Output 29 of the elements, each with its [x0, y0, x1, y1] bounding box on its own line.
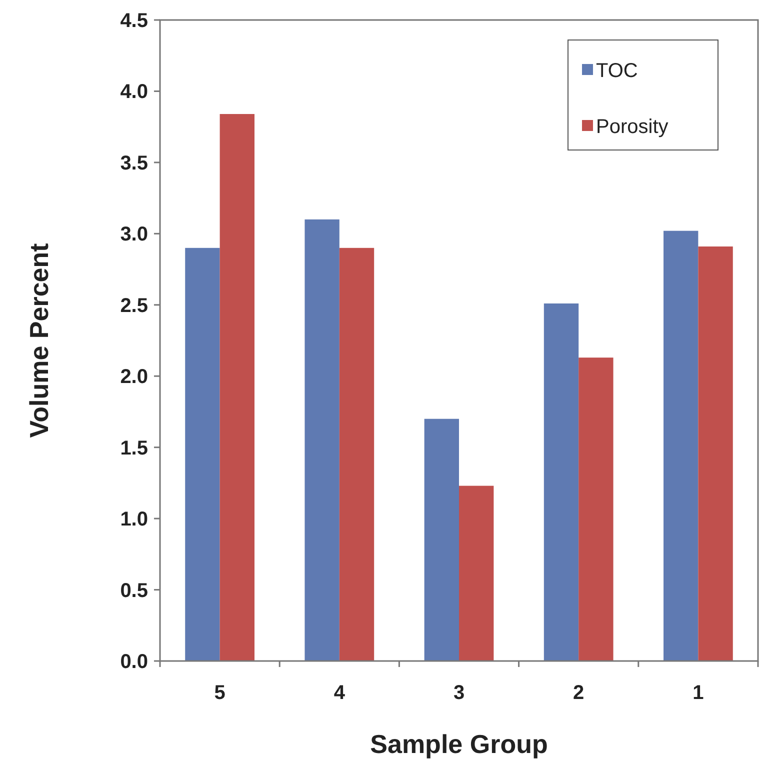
bar	[304, 219, 340, 661]
x-tick-label: 5	[214, 682, 226, 704]
y-tick-label: 0.5	[120, 580, 148, 602]
y-tick-label: 0.0	[120, 651, 148, 673]
bar	[220, 114, 254, 661]
x-tick-label: 4	[334, 682, 346, 704]
bar	[459, 486, 494, 661]
bar	[578, 358, 614, 661]
bar	[424, 418, 459, 661]
bar	[185, 248, 220, 661]
x-tick-label: 1	[692, 682, 704, 704]
bar	[664, 230, 698, 661]
x-axis-title: Sample Group	[370, 729, 548, 759]
y-tick-label: 4.5	[120, 10, 148, 32]
legend-label: TOC	[596, 60, 638, 82]
bar	[339, 248, 374, 661]
y-tick-label: 1.0	[120, 508, 148, 531]
bar	[698, 246, 733, 661]
y-tick-label: 2.0	[120, 366, 148, 388]
legend-label: Porosity	[596, 116, 668, 138]
y-tick-label: 4.0	[120, 81, 148, 104]
y-tick-label: 3.0	[120, 224, 148, 246]
x-tick-label: 2	[573, 682, 584, 704]
x-tick-label: 3	[453, 682, 465, 704]
bar	[544, 303, 579, 661]
y-tick-label: 3.5	[120, 152, 148, 174]
y-axis-title: Volume Percent	[24, 242, 54, 438]
y-tick-label: 1.5	[120, 437, 148, 460]
y-tick-label: 2.5	[120, 294, 148, 317]
